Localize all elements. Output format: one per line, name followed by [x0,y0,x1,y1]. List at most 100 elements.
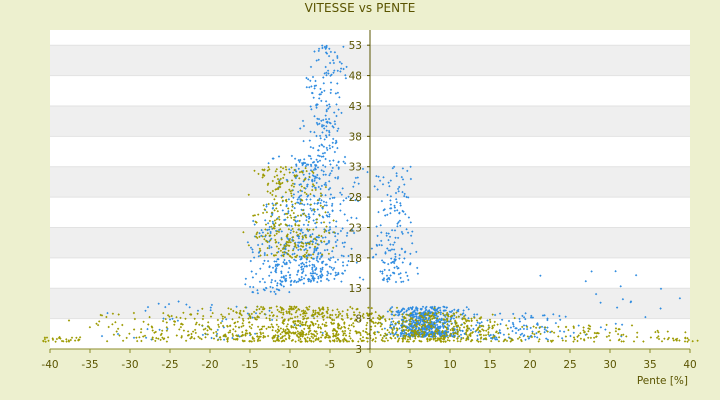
data-point-olive [219,321,223,325]
data-point-olive [224,333,227,336]
data-point-olive [456,333,459,336]
data-point-olive [221,317,225,320]
data-point-blue [314,175,317,178]
data-point-blue [306,202,309,206]
data-point-olive [576,335,579,338]
data-point-blue [376,188,379,191]
data-point-blue [394,252,397,256]
data-point-blue [577,324,580,327]
data-point-blue [325,46,328,49]
x-axis-label: Pente [%] [637,375,688,387]
data-point-blue [323,127,326,130]
data-point-blue [535,332,538,335]
data-point-olive [636,331,639,334]
data-point-olive [266,240,269,244]
data-point-olive [305,317,308,320]
data-point-olive [361,339,364,342]
data-point-olive [312,309,315,312]
data-point-olive [587,327,590,330]
data-point-blue [317,185,320,189]
data-point-olive [671,337,675,340]
data-point-olive [531,332,534,335]
data-point-olive [442,340,445,343]
data-point-blue [325,277,329,281]
data-point-blue [546,317,549,320]
data-point-olive [279,311,283,314]
data-point-blue [313,115,316,118]
data-point-olive [487,333,490,336]
data-point-olive [392,334,395,338]
data-point-blue [297,237,301,240]
data-point-blue [382,278,385,282]
data-point-olive [437,329,440,332]
data-point-olive [253,339,256,343]
data-point-blue [644,315,647,319]
data-point-blue [465,306,468,309]
data-point-blue [293,279,297,282]
data-point-blue [443,305,446,309]
data-point-olive [77,338,80,341]
data-point-olive [324,211,327,214]
data-point-olive [305,251,308,254]
data-point-olive [289,317,292,320]
data-point-olive [349,337,352,340]
data-point-olive [186,334,190,337]
data-point-blue [340,280,343,283]
data-point-blue [274,292,277,296]
data-point-blue [336,129,339,133]
data-point-olive [54,340,57,343]
data-point-olive [259,305,263,309]
data-point-olive [290,192,293,195]
data-point-olive [470,319,473,323]
data-point-olive [490,339,493,343]
data-point-blue [328,225,332,229]
data-point-olive [388,331,391,334]
data-point-blue [405,195,408,199]
data-point-blue [392,325,396,328]
data-point-olive [253,316,256,319]
data-point-blue [313,50,316,53]
data-point-olive [374,324,377,328]
data-point-olive [667,336,671,340]
data-point-blue [329,88,333,91]
data-point-blue [318,134,322,138]
data-point-olive [666,330,669,333]
data-point-blue [305,264,308,267]
data-point-blue [329,91,332,95]
data-point-olive [254,235,258,238]
data-point-olive [312,171,315,175]
data-point-olive [403,315,406,319]
data-point-blue [558,329,562,333]
data-point-blue [297,159,300,162]
data-point-olive [462,326,466,329]
data-point-blue [288,290,291,294]
y-tick-label: 53 [349,40,362,52]
data-point-blue [399,276,402,280]
data-point-blue [269,230,272,234]
data-point-olive [572,340,575,343]
data-point-olive [432,338,435,341]
data-point-olive [595,335,598,338]
data-point-olive [197,335,200,338]
data-point-blue [321,46,324,50]
chart-title: VITESSE vs PENTE [304,1,416,15]
data-point-olive [302,318,305,321]
data-point-blue [384,252,387,255]
data-point-olive [452,328,455,331]
data-point-blue [312,279,315,282]
data-point-blue [251,316,254,319]
data-point-blue [391,323,394,326]
data-point-blue [380,239,383,243]
data-point-olive [311,183,315,186]
data-point-olive [242,319,245,322]
data-point-olive [275,315,279,318]
data-point-olive [308,228,311,231]
data-point-blue [343,213,346,216]
data-point-olive [65,338,68,341]
data-point-olive [297,336,300,339]
data-point-olive [317,336,320,340]
data-point-blue [514,327,517,330]
data-point-olive [333,339,336,342]
data-point-olive [358,319,362,322]
data-point-blue [326,211,330,214]
